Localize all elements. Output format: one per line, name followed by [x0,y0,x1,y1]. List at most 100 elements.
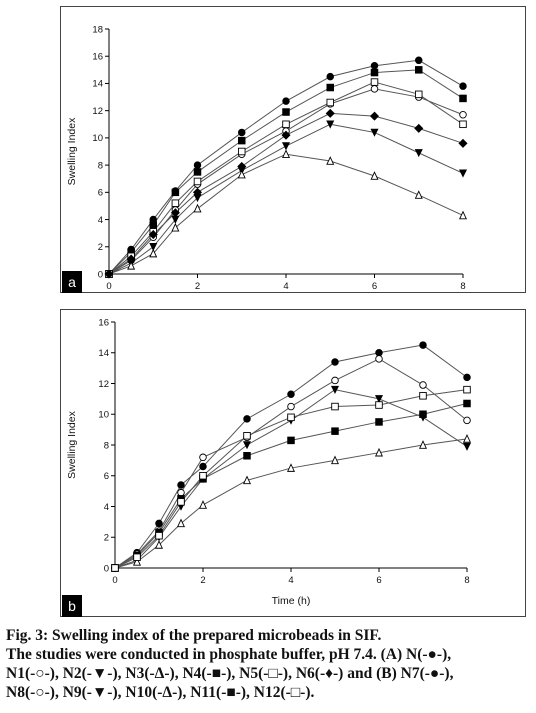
y-tick-label: 16 [98,317,109,328]
x-tick-label: 8 [464,575,469,586]
y-tick-label: 18 [92,24,103,35]
y-tick-label: 14 [92,79,103,90]
panel-label: b [68,598,76,614]
data-point-n4 [282,108,290,116]
y-tick-label: 14 [98,348,109,359]
data-point-n3 [414,190,423,199]
data-point-n5 [415,90,423,99]
data-point-n5 [326,98,335,107]
y-tick-label: 0 [104,563,109,574]
data-point-n [193,161,202,169]
x-tick-label: 0 [112,575,117,586]
data-point-n5 [282,120,290,129]
data-point-n10 [242,475,252,485]
data-point-n12 [419,392,427,400]
data-point-n10 [286,463,296,472]
data-point-n3 [127,260,136,270]
data-point-n [415,56,423,65]
data-point-n9 [330,385,340,394]
data-point-n6 [414,123,424,133]
data-point-n7 [331,358,339,366]
data-point-n12 [331,402,339,411]
data-point-n4 [149,221,157,229]
x-tick-label: 2 [195,281,200,292]
data-point-n [370,62,379,70]
data-point-n12 [243,432,251,440]
data-point-n2 [281,142,291,151]
caption-line-4: N8(-○-), N9(-▼-), N10(-Δ-), N11(-■-), N1… [6,684,315,701]
data-point-n3 [193,203,202,213]
y-tick-label: 10 [98,410,109,421]
data-point-n11 [243,452,251,460]
data-point-n10 [154,540,164,549]
y-tick-label: 12 [92,106,103,117]
data-point-n2 [326,120,335,129]
data-point-n10 [418,440,428,449]
x-tick-label: 6 [376,575,381,586]
y-tick-label: 8 [98,160,103,171]
series-line-n3 [108,153,464,275]
data-point-n4 [370,68,379,77]
y-tick-label: 0 [98,269,103,280]
data-point-n12 [375,401,383,409]
data-point-n12 [133,553,141,561]
data-point-n8 [287,402,295,411]
y-tick-label: 2 [104,533,109,544]
data-point-n3 [458,210,468,220]
x-tick-label: 0 [106,281,111,292]
data-point-n3 [281,149,291,158]
caption-line-3: N1(-○-), N2(-▼-), N3(-Δ-), N4(-■-), N5(-… [6,665,454,682]
data-point-n7 [177,481,185,489]
data-point-n9 [462,442,472,451]
data-point-n8 [331,376,339,385]
data-point-n7 [155,519,163,528]
series-line-n10 [114,438,468,569]
data-point-n2 [414,149,423,158]
panel-label-box [62,271,82,293]
data-point-n12 [155,531,163,540]
data-point-n3 [171,222,180,232]
data-point-n1 [370,85,379,93]
data-point-n7 [375,349,383,357]
y-tick-label: 4 [104,502,109,513]
y-tick-label: 6 [104,471,109,482]
data-point-n6 [325,108,335,118]
data-point-n8 [375,355,383,363]
data-point-n9 [242,441,252,450]
data-point-n7 [287,390,295,399]
data-point-n4 [237,136,246,145]
panel-label-box [62,595,82,617]
data-point-n6 [170,208,180,218]
data-point-n4 [326,83,335,92]
y-tick-label: 6 [98,188,103,199]
data-point-n5 [171,199,180,207]
data-point-n5 [459,120,467,129]
data-point-n4 [171,188,180,197]
data-point-n3 [326,156,335,165]
data-point-n8 [463,416,471,425]
data-point-n12 [111,564,119,572]
data-point-n7 [199,462,207,471]
y-axis-label: Swelling Index [66,410,78,478]
data-point-n2 [370,128,379,137]
data-point-n11 [419,410,427,418]
data-point-n [237,128,246,137]
data-point-n11 [375,418,383,426]
data-point-n11 [463,399,471,408]
data-point-n4 [459,94,467,103]
data-point-n2 [458,169,468,178]
data-point-n6 [104,269,114,279]
data-point-n11 [287,436,295,445]
panel-label: a [68,274,76,290]
series-line-n11 [114,403,468,569]
x-tick-label: 8 [460,281,465,292]
caption-line-2: The studies were conducted in phosphate … [6,646,452,663]
data-point-n8 [177,488,185,497]
series-line-n7 [114,344,468,569]
data-point-n1 [459,110,467,119]
data-point-n10 [132,556,142,566]
y-tick-label: 8 [104,440,109,451]
data-point-n6 [237,161,247,172]
x-axis-label: Time (h) [272,595,311,607]
x-tick-label: 4 [288,575,293,586]
